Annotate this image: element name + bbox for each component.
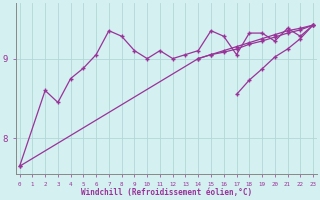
X-axis label: Windchill (Refroidissement éolien,°C): Windchill (Refroidissement éolien,°C) (81, 188, 252, 197)
